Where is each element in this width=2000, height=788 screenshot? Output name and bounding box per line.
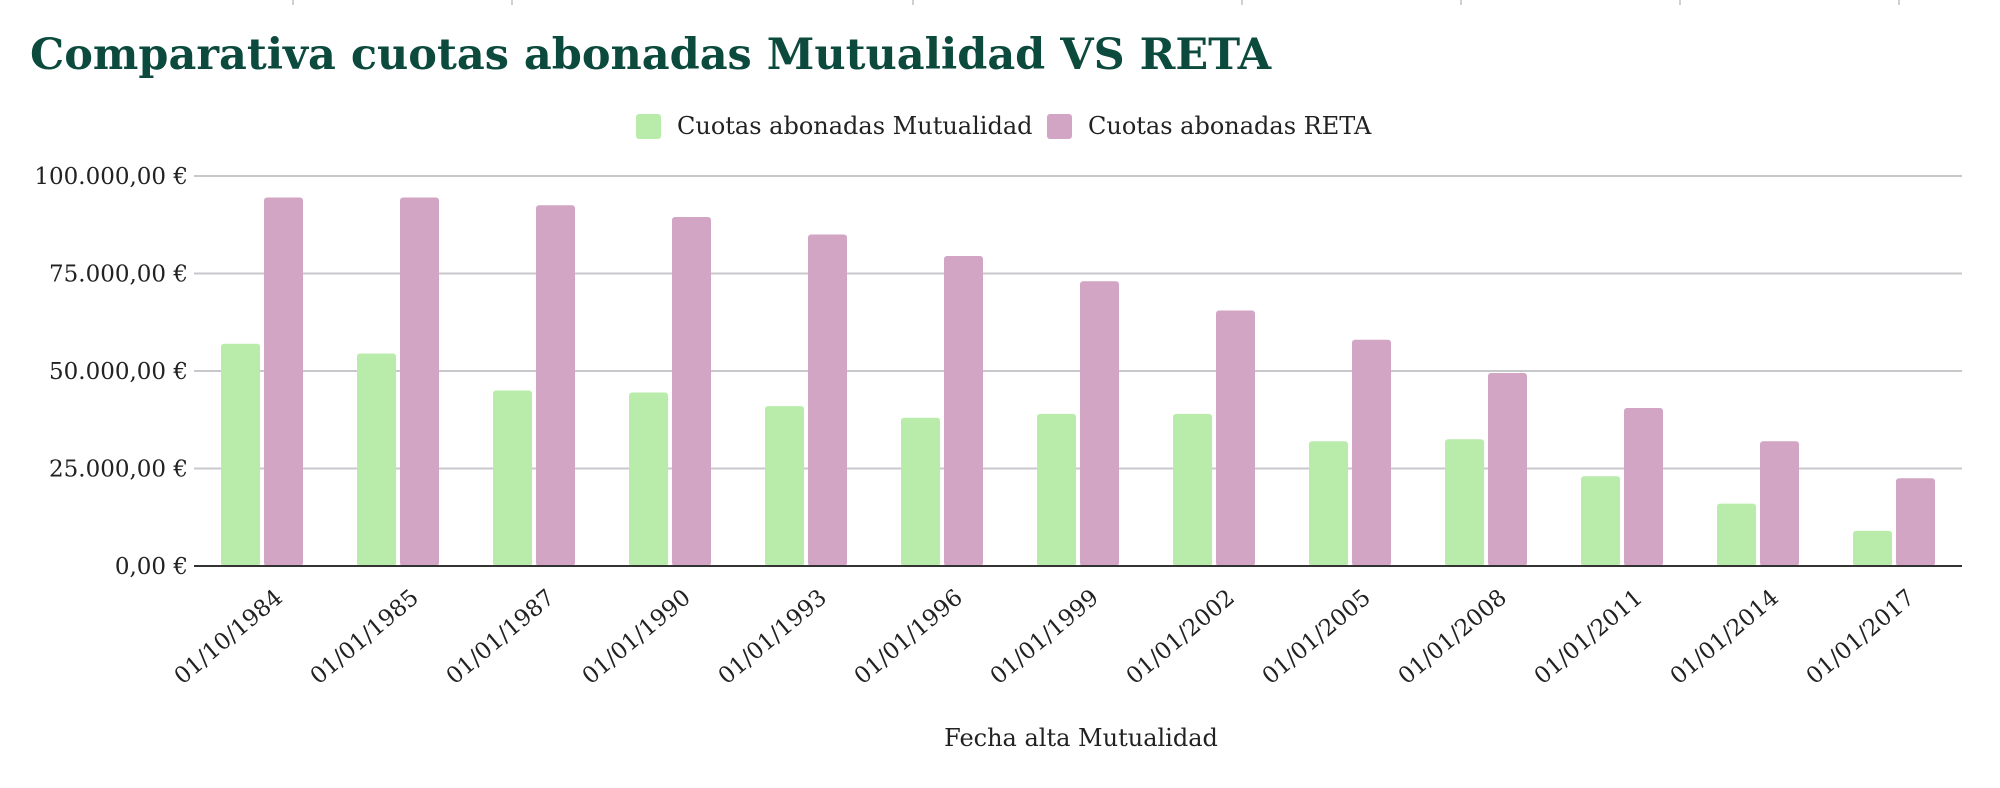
x-axis-title: Fecha alta Mutualidad bbox=[944, 724, 1218, 752]
y-tick-label-1: 25.000,00 € bbox=[49, 457, 188, 483]
chart-title: Comparativa cuotas abonadas Mutualidad V… bbox=[30, 30, 1272, 80]
bar-mutualidad-4 bbox=[765, 406, 804, 566]
bar-reta-3 bbox=[672, 216, 711, 566]
x-tick-label-8: 01/01/2005 bbox=[1258, 585, 1376, 690]
y-tick-label-4: 100.000,00 € bbox=[34, 164, 188, 190]
y-tick-label-2: 50.000,00 € bbox=[49, 359, 188, 385]
bar-mutualidad-6 bbox=[1037, 413, 1076, 566]
bar-reta-0 bbox=[264, 197, 303, 566]
x-tick-label-1: 01/01/1985 bbox=[306, 585, 424, 690]
x-tick-label-10: 01/01/2011 bbox=[1530, 585, 1648, 690]
bar-reta-8 bbox=[1352, 339, 1391, 566]
legend-item-reta-swatch bbox=[1047, 114, 1072, 139]
legend-item-reta-label: Cuotas abonadas RETA bbox=[1088, 112, 1372, 140]
bar-mutualidad-3 bbox=[629, 392, 668, 566]
bar-mutualidad-12 bbox=[1853, 530, 1892, 566]
bar-mutualidad-5 bbox=[901, 417, 940, 566]
bar-reta-2 bbox=[536, 205, 575, 566]
bar-reta-9 bbox=[1488, 372, 1527, 566]
bar-mutualidad-7 bbox=[1173, 413, 1212, 566]
bar-mutualidad-8 bbox=[1309, 441, 1348, 566]
x-tick-label-0: 01/10/1984 bbox=[170, 585, 288, 690]
x-tick-label-11: 01/01/2014 bbox=[1666, 585, 1784, 690]
x-tick-label-5: 01/01/1996 bbox=[850, 585, 968, 690]
x-tick-label-12: 01/01/2017 bbox=[1802, 585, 1920, 690]
bar-mutualidad-9 bbox=[1445, 439, 1484, 566]
bar-reta-12 bbox=[1896, 478, 1935, 566]
x-tick-label-9: 01/01/2008 bbox=[1394, 585, 1512, 690]
bar-reta-10 bbox=[1624, 408, 1663, 566]
x-tick-label-3: 01/01/1990 bbox=[578, 585, 696, 690]
x-tick-label-2: 01/01/1987 bbox=[442, 585, 560, 690]
bar-mutualidad-11 bbox=[1717, 503, 1756, 566]
bar-reta-6 bbox=[1080, 281, 1119, 566]
bar-reta-7 bbox=[1216, 310, 1255, 566]
bar-mutualidad-10 bbox=[1581, 476, 1620, 566]
bar-reta-4 bbox=[808, 234, 847, 566]
y-tick-label-0: 0,00 € bbox=[115, 554, 188, 580]
x-tick-label-6: 01/01/1999 bbox=[986, 585, 1104, 690]
bar-reta-11 bbox=[1760, 441, 1799, 566]
bar-reta-5 bbox=[944, 255, 983, 566]
bar-mutualidad-2 bbox=[493, 390, 532, 566]
y-tick-label-3: 75.000,00 € bbox=[49, 262, 188, 288]
x-tick-label-4: 01/01/1993 bbox=[714, 585, 832, 690]
legend-item-mutualidad-label: Cuotas abonadas Mutualidad bbox=[677, 112, 1033, 140]
bar-mutualidad-1 bbox=[357, 353, 396, 566]
legend-item-mutualidad-swatch bbox=[636, 114, 661, 139]
bar-reta-1 bbox=[400, 197, 439, 566]
bar-mutualidad-0 bbox=[221, 343, 260, 566]
x-tick-label-7: 01/01/2002 bbox=[1122, 585, 1240, 690]
